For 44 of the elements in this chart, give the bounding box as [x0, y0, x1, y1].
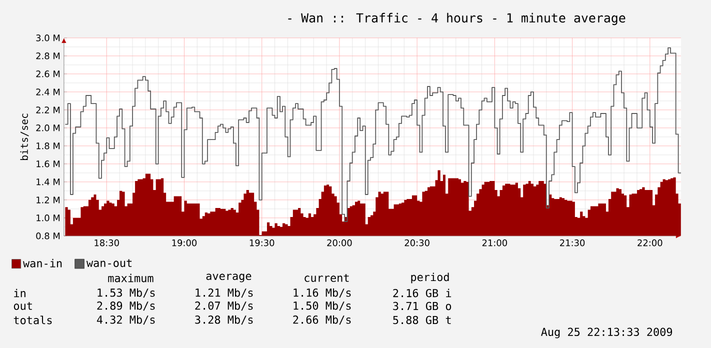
text: 2.66 Mb/s [293, 315, 351, 325]
x-tick-label: 21:00 [482, 239, 508, 246]
y-tick-label: 2.0 M [36, 124, 60, 132]
x-tick-label: 19:30 [250, 239, 274, 246]
y-tick-label: 2.6 M [36, 70, 60, 78]
x-tick-label: 20:00 [327, 239, 352, 246]
legend-label: wan-out [86, 259, 132, 268]
text: 1.53 Mb/s [98, 288, 155, 298]
text: 3.28 Mb/s [195, 315, 253, 325]
text: 1.50 Mb/s [294, 301, 351, 311]
text: Aug 25 22:13:33 2009 [541, 328, 672, 338]
text: maximum [108, 274, 154, 282]
y-tick-label: 1.4 M [36, 178, 60, 186]
y-tick-label: 1.6 M [36, 160, 60, 168]
text: 1.21 Mb/s [196, 288, 253, 298]
text: out [14, 302, 32, 310]
x-tick-label: 19:00 [172, 239, 197, 246]
text: 1.16 Mb/s [294, 288, 351, 298]
y-tick-label: 1.0 M [36, 214, 60, 222]
text: 2.89 Mb/s [97, 301, 155, 311]
y-tick-label: 1.8 M [36, 142, 60, 150]
y-tick-label: 2.8 M [36, 52, 60, 60]
legend-label: wan-in [22, 258, 62, 268]
text: in [14, 288, 26, 298]
y-tick-label: 1.2 M [36, 196, 60, 204]
y-tick-label: 2.2 M [36, 106, 60, 114]
chart-title: - Wan :: Traffic - 4 hours - 1 minute average [288, 12, 626, 26]
y-tick-label: 2.4 M [36, 88, 60, 96]
text: average [206, 274, 252, 282]
x-tick-label: 21:30 [560, 239, 585, 246]
text: current [304, 274, 349, 282]
x-tick-label: 18:30 [94, 239, 119, 246]
text: totals [14, 316, 52, 324]
y-tick-label: 3.0 M [36, 34, 60, 42]
text: 4.32 Mb/s [96, 315, 155, 325]
text: 3.71 GB o [393, 302, 452, 310]
text: 5.88 GB t [393, 316, 451, 324]
y-tick-label: 0.8 M [36, 232, 60, 240]
y-axis-title: bits/sec [20, 114, 29, 160]
x-tick-label: 20:30 [404, 239, 430, 246]
text: 2.16 GB i [393, 288, 452, 298]
x-tick-label: 22:00 [638, 239, 662, 246]
text: 2.07 Mb/s [195, 301, 253, 311]
text: period [411, 272, 449, 284]
